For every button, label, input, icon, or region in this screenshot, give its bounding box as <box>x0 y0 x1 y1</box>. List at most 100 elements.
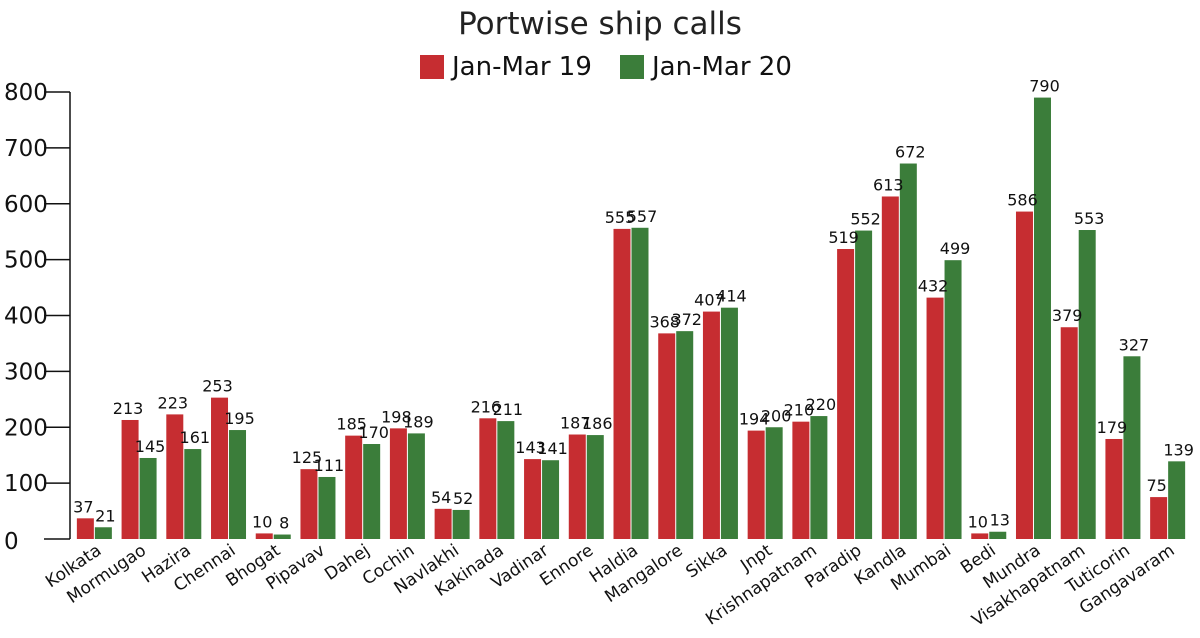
chart-title: Portwise ship calls <box>458 6 742 42</box>
bar-jan-mar-19 <box>345 435 363 539</box>
y-tick-label: 600 <box>4 192 48 218</box>
bar-jan-mar-20 <box>363 444 381 539</box>
data-label: 125 <box>292 448 323 467</box>
data-label: 220 <box>806 395 837 414</box>
bar-jan-mar-19 <box>747 430 765 539</box>
data-label: 198 <box>381 407 412 426</box>
data-label: 186 <box>582 414 613 433</box>
y-tick-label: 800 <box>4 80 48 106</box>
bar-jan-mar-20 <box>229 430 247 539</box>
data-label: 139 <box>1163 440 1194 459</box>
data-label: 499 <box>940 239 971 258</box>
legend-item-jan-mar-20: Jan-Mar 20 <box>620 52 792 82</box>
bar-jan-mar-19 <box>255 533 273 539</box>
data-label: 111 <box>314 456 345 475</box>
bars <box>76 97 1186 540</box>
bar-jan-mar-20 <box>944 260 962 539</box>
bar-jan-mar-19 <box>211 397 229 539</box>
data-label: 145 <box>135 437 166 456</box>
data-label: 179 <box>1097 418 1128 437</box>
data-label: 195 <box>224 409 255 428</box>
bar-jan-mar-19 <box>479 418 497 539</box>
data-label: 613 <box>873 175 904 194</box>
bar-jan-mar-19 <box>792 421 810 539</box>
bar-jan-mar-19 <box>971 533 989 539</box>
data-label: 672 <box>895 143 926 162</box>
data-label: 557 <box>627 207 658 226</box>
bar-jan-mar-19 <box>524 459 542 539</box>
data-label: 141 <box>537 439 568 458</box>
bar-jan-mar-19 <box>434 508 452 539</box>
bar-jan-mar-20 <box>273 534 291 539</box>
y-tick-label: 200 <box>4 415 48 441</box>
data-label: 75 <box>1146 476 1166 495</box>
data-label: 185 <box>336 415 367 434</box>
bar-jan-mar-20 <box>1123 356 1141 539</box>
data-label: 187 <box>560 414 591 433</box>
data-label: 54 <box>431 488 451 507</box>
bar-jan-mar-19 <box>568 434 586 539</box>
data-label: 553 <box>1074 209 1105 228</box>
bar-jan-mar-20 <box>184 449 202 539</box>
y-tick-label: 500 <box>4 248 48 274</box>
bar-jan-mar-20 <box>855 230 873 539</box>
data-label: 414 <box>716 287 747 306</box>
y-tick-label: 400 <box>4 304 48 330</box>
data-label: 10 <box>252 512 272 531</box>
data-label: 253 <box>202 377 233 396</box>
bar-jan-mar-19 <box>658 333 676 539</box>
bar-jan-mar-20 <box>810 416 828 539</box>
legend-swatch-green <box>620 55 644 79</box>
bar-jan-mar-20 <box>631 227 649 539</box>
bar-jan-mar-19 <box>389 428 407 539</box>
legend-label-jan-mar-20: Jan-Mar 20 <box>652 52 792 82</box>
data-label: 37 <box>73 497 93 516</box>
data-label: 407 <box>694 291 725 310</box>
legend-label-jan-mar-19: Jan-Mar 19 <box>452 52 592 82</box>
data-label: 586 <box>1007 191 1038 210</box>
data-label: 790 <box>1029 77 1060 96</box>
data-label: 189 <box>403 412 434 431</box>
bar-jan-mar-19 <box>926 297 944 539</box>
data-label: 552 <box>850 210 881 229</box>
category-labels: KolkataMormugaoHaziraChennaiBhogatPipava… <box>42 540 1178 631</box>
data-label: 211 <box>493 400 524 419</box>
data-label: 143 <box>515 438 546 457</box>
bar-jan-mar-19 <box>1105 438 1123 539</box>
data-label: 223 <box>158 393 189 412</box>
bar-jan-mar-20 <box>94 527 112 539</box>
bar-jan-mar-19 <box>702 311 720 539</box>
bar-jan-mar-19 <box>300 469 318 539</box>
category-label: Sikka <box>682 541 731 583</box>
bar-jan-mar-20 <box>497 421 515 539</box>
data-label: 372 <box>671 310 702 329</box>
bar-jan-mar-20 <box>676 331 694 539</box>
bar-jan-mar-20 <box>720 307 738 539</box>
bar-jan-mar-20 <box>542 460 560 539</box>
bar-jan-mar-19 <box>1150 497 1168 539</box>
y-axis: 0 100 200 300 400 500 600 700 800 <box>4 80 71 555</box>
bar-jan-mar-20 <box>452 509 470 539</box>
data-label: 52 <box>453 489 473 508</box>
data-label: 213 <box>113 399 144 418</box>
bar-jan-mar-19 <box>1060 327 1078 539</box>
data-label: 379 <box>1052 306 1083 325</box>
data-label: 200 <box>761 406 792 425</box>
bar-jan-mar-20 <box>1078 230 1096 540</box>
bar-jan-mar-20 <box>989 531 1007 539</box>
data-label: 8 <box>279 514 289 533</box>
bar-jan-mar-20 <box>1033 97 1051 540</box>
y-tick-label: 300 <box>4 359 48 385</box>
y-tick-label: 100 <box>4 471 48 497</box>
data-label: 432 <box>918 277 949 296</box>
data-label: 519 <box>828 228 859 247</box>
data-label: 13 <box>990 511 1010 530</box>
legend-swatch-red <box>420 55 444 79</box>
y-tick-label: 700 <box>4 136 48 162</box>
bar-jan-mar-20 <box>318 476 336 539</box>
bar-jan-mar-19 <box>166 414 184 539</box>
data-label: 368 <box>649 312 680 331</box>
bar-jan-mar-20 <box>139 457 157 539</box>
